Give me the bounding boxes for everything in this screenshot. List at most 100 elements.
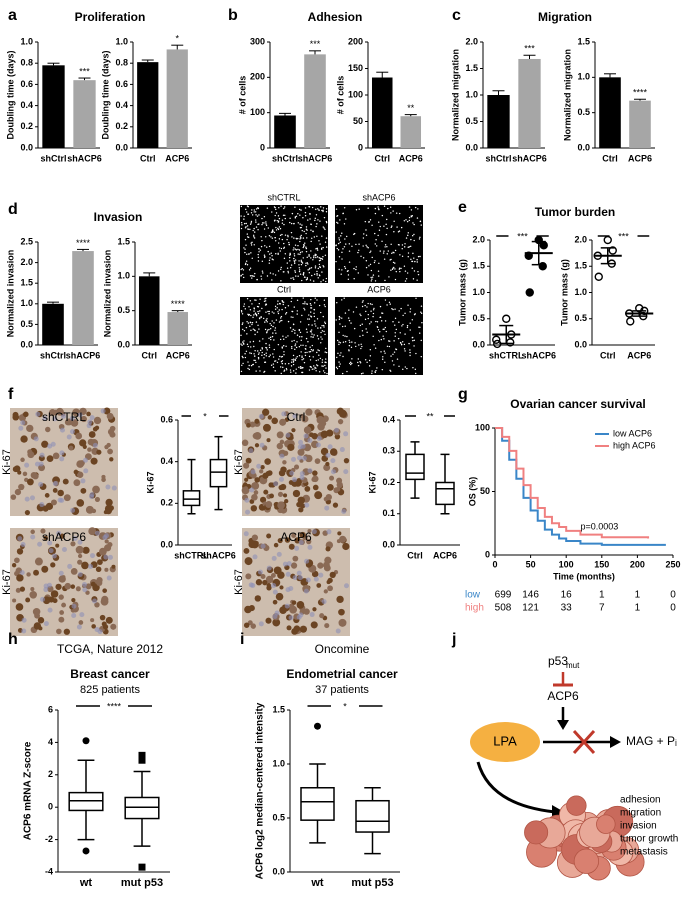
- y-tick-label: 0.6: [115, 79, 128, 89]
- cell-dot: [241, 323, 243, 326]
- cell-dot: [269, 272, 272, 274]
- cell-dot: [281, 238, 284, 241]
- cell-dot: [320, 206, 322, 208]
- box: [300, 787, 335, 821]
- x-axis-label: Time (months): [553, 571, 615, 581]
- bar: [42, 303, 64, 345]
- cell-dot: [292, 360, 295, 362]
- nucleus: [317, 562, 324, 569]
- nucleus: [12, 598, 17, 603]
- arrow-head: [610, 736, 621, 748]
- cell-dot: [299, 331, 302, 334]
- nucleus: [339, 447, 345, 453]
- cell-dot: [259, 249, 262, 251]
- cell-dot: [404, 312, 406, 315]
- nucleus: [259, 442, 265, 448]
- cell-dot: [321, 330, 324, 332]
- cell-dot: [283, 206, 286, 208]
- cell-dot: [376, 245, 378, 247]
- cell-dot: [405, 219, 407, 221]
- y-axis-label: # of cells: [237, 76, 247, 115]
- nucleus: [86, 423, 92, 429]
- cell-dot: [322, 370, 325, 372]
- cell-dot: [315, 370, 317, 372]
- cell-dot: [268, 355, 270, 358]
- cell-dot: [383, 225, 385, 227]
- nucleus: [289, 605, 298, 614]
- risk-count: 508: [495, 603, 512, 614]
- nucleus: [25, 597, 31, 603]
- cell-dot: [294, 271, 297, 273]
- nucleus: [59, 427, 65, 433]
- nucleus: [299, 625, 307, 633]
- nucleus: [109, 431, 116, 438]
- nucleus: [94, 627, 100, 633]
- nucleus: [51, 553, 57, 559]
- cell-dot: [335, 244, 337, 247]
- cell-dot: [279, 234, 282, 237]
- cell-dot: [241, 344, 243, 346]
- nucleus: [77, 539, 83, 545]
- cell-dot: [338, 268, 340, 271]
- nucleus: [324, 505, 330, 511]
- cell-dot: [265, 223, 267, 225]
- nucleus: [103, 533, 109, 539]
- bar: [599, 77, 621, 148]
- cell-dot: [275, 208, 277, 211]
- cell-dot: [266, 349, 268, 351]
- cell-dot: [248, 364, 250, 367]
- cell-dot: [364, 359, 367, 361]
- cell: [524, 820, 549, 845]
- y-tick-label: 1.0: [574, 287, 587, 297]
- cell-dot: [245, 244, 247, 246]
- cell-dot: [247, 361, 249, 363]
- cell-dot: [399, 212, 401, 215]
- cell-dot: [374, 280, 377, 282]
- nucleus: [325, 452, 331, 458]
- cell-dot: [248, 306, 250, 308]
- cell-dot: [253, 310, 255, 312]
- nucleus: [104, 544, 112, 552]
- outlier: [82, 737, 90, 745]
- risk-count: 1: [599, 590, 605, 601]
- y-tick-label: 1.5: [577, 36, 590, 46]
- cell-dot: [316, 299, 318, 301]
- cell-dot: [406, 367, 408, 370]
- cell-dot: [304, 354, 307, 357]
- nucleus: [38, 617, 44, 623]
- cell-dot: [309, 350, 312, 353]
- cell-dot: [261, 270, 264, 272]
- cell-dot: [317, 219, 319, 221]
- cell-dot: [321, 209, 323, 212]
- cell-dot: [254, 299, 256, 301]
- cell-dot: [310, 316, 313, 318]
- nucleus: [278, 484, 284, 491]
- risk-label: low: [465, 590, 481, 601]
- cell-dot: [276, 219, 278, 222]
- data-point: [626, 317, 635, 326]
- nucleus: [276, 551, 282, 557]
- x-tick-label: ACP6: [627, 350, 651, 360]
- cell-dot: [362, 300, 364, 302]
- cell-dot: [401, 325, 403, 327]
- y-tick-label: 0.5: [272, 812, 285, 822]
- cell-dot: [277, 300, 279, 302]
- cell-dot: [386, 245, 388, 248]
- cell-dot: [285, 367, 288, 370]
- nucleus: [244, 557, 253, 566]
- cell-dot: [316, 274, 318, 276]
- cell-dot: [322, 210, 324, 213]
- cell-dot: [386, 345, 389, 347]
- cell-dot: [374, 260, 376, 262]
- cell-dot: [272, 363, 275, 365]
- cell-dot: [261, 351, 263, 354]
- image-label: Ctrl: [277, 284, 291, 294]
- cell-dot: [274, 237, 276, 239]
- cell-dot: [274, 214, 276, 217]
- cell-dot: [325, 351, 328, 354]
- nucleus: [316, 416, 325, 424]
- cell-dot: [347, 317, 350, 319]
- cell-dot: [371, 278, 373, 280]
- nucleus: [20, 457, 25, 463]
- nucleus: [311, 476, 317, 483]
